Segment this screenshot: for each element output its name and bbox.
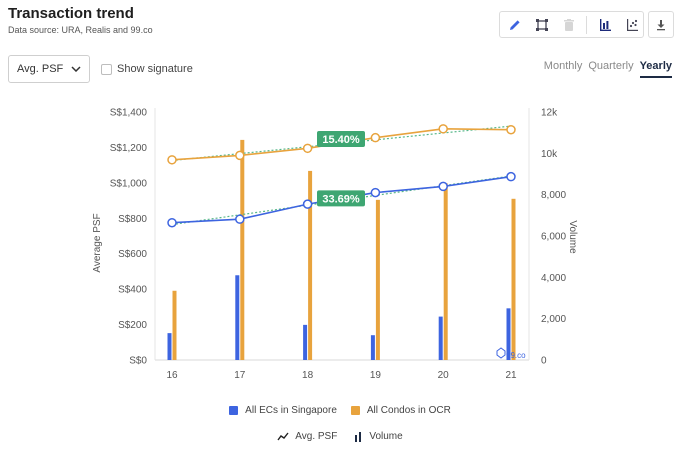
page-title: Transaction trend	[8, 5, 134, 22]
series-legend: All ECs in Singapore All Condos in OCR	[0, 405, 680, 416]
point-ecs	[506, 171, 516, 182]
y-right-tick-label: 10k	[541, 149, 558, 160]
metric-select-value: Avg. PSF	[17, 63, 64, 75]
bar-condos	[375, 199, 380, 360]
legend-item-condos[interactable]: All Condos in OCR	[350, 405, 451, 416]
point-ecs	[438, 181, 448, 192]
bar-ecs	[235, 275, 240, 360]
pencil-icon[interactable]	[504, 13, 527, 37]
point-condos	[235, 150, 245, 161]
trash-icon[interactable]	[558, 13, 581, 37]
x-tick-label: 17	[234, 370, 246, 381]
legend-label-condos: All Condos in OCR	[366, 405, 451, 416]
x-tick-label: 18	[302, 370, 314, 381]
y-left-tick-label: S$800	[118, 214, 147, 225]
toolbar-divider	[586, 15, 588, 34]
fit-screen-icon[interactable]	[531, 13, 554, 37]
period-tabs: Monthly Quarterly Yearly	[544, 60, 672, 78]
watermark: 99.co	[496, 347, 526, 360]
point-condos	[167, 155, 177, 165]
x-tick-label: 19	[370, 370, 382, 381]
show-signature-checkbox[interactable]	[101, 63, 112, 75]
y-left-tick-label: S$1,000	[110, 178, 148, 189]
point-condos	[506, 124, 516, 135]
y-axis-left-title: Average PSF	[92, 213, 103, 272]
point-ecs	[167, 217, 177, 228]
legend-swatch-ecs	[229, 406, 239, 415]
y-left-tick-label: S$400	[118, 285, 147, 296]
growth-badge-label: 33.69%	[322, 193, 360, 205]
bar-condos	[172, 290, 177, 360]
growth-badge-label: 15.40%	[322, 134, 360, 146]
legend-label-avg-psf: Avg. PSF	[295, 431, 338, 442]
show-signature-label: Show signature	[117, 63, 193, 75]
bar-ecs	[167, 333, 172, 360]
chart-toolbar	[499, 11, 644, 38]
point-condos	[438, 124, 448, 134]
point-ecs	[370, 187, 381, 198]
y-right-tick-label: 4,000	[541, 273, 566, 284]
bar-ecs	[506, 308, 511, 360]
point-condos	[302, 143, 313, 154]
y-left-tick-label: S$600	[118, 249, 147, 260]
growth-badge	[317, 131, 365, 147]
point-condos	[370, 132, 381, 143]
y-left-tick-label: S$200	[118, 320, 147, 331]
bar-condos	[240, 139, 245, 360]
y-axis-right-title: Volume	[567, 220, 578, 254]
show-signature-toggle[interactable]: Show signature	[101, 63, 193, 75]
legend-item-volume: Volume	[353, 431, 403, 442]
tab-quarterly[interactable]: Quarterly	[588, 60, 634, 72]
point-ecs	[235, 214, 245, 224]
legend-label-ecs: All ECs in Singapore	[245, 405, 337, 416]
data-source: Data source: URA, Realis and 99.co	[8, 25, 153, 35]
x-tick-label: 21	[505, 370, 517, 381]
legend-swatch-condos	[350, 406, 360, 415]
y-left-tick-label: S$0	[129, 356, 147, 367]
tab-yearly[interactable]: Yearly	[639, 60, 672, 78]
bar-ecs	[438, 316, 443, 360]
bar-ecs	[370, 335, 375, 360]
point-ecs	[302, 199, 313, 209]
bar-condos	[511, 198, 516, 360]
transaction-trend-chart: S$0 S$200 S$400 S$600 S$800 S$1,000 S$1,200 S$1…	[92, 108, 578, 382]
y-right-tick-label: 12k	[541, 108, 558, 119]
y-left-tick-label: S$1,400	[110, 108, 148, 119]
chevron-down-icon	[71, 66, 81, 72]
legend-item-avg-psf: Avg. PSF	[277, 431, 337, 442]
trend-line	[171, 125, 512, 162]
y-right-tick-label: 0	[541, 356, 547, 367]
y-left-tick-label: S$1,200	[110, 143, 148, 154]
growth-badge	[317, 190, 365, 207]
bar-volume-icon	[355, 431, 362, 442]
bar-condos	[443, 183, 448, 360]
download-icon[interactable]	[649, 13, 673, 37]
bar-condos	[308, 170, 313, 360]
tab-monthly[interactable]: Monthly	[543, 60, 583, 72]
bar-chart-icon[interactable]	[593, 13, 616, 37]
y-right-tick-label: 8,000	[541, 190, 566, 201]
type-legend: Avg. PSF Volume	[0, 431, 680, 442]
bar-ecs	[303, 324, 308, 360]
x-tick-label: 16	[166, 370, 178, 381]
y-right-tick-label: 6,000	[541, 232, 566, 243]
y-right-tick-label: 2,000	[541, 314, 566, 325]
legend-label-volume: Volume	[369, 431, 403, 442]
download-group	[648, 11, 674, 38]
line-chart-icon	[277, 432, 289, 440]
scatter-chart-icon[interactable]	[620, 13, 643, 37]
x-tick-label: 20	[438, 370, 450, 381]
legend-item-ecs[interactable]: All ECs in Singapore	[229, 405, 337, 416]
metric-select[interactable]: Avg. PSF	[8, 55, 90, 83]
watermark-text: 99.co	[506, 351, 526, 360]
